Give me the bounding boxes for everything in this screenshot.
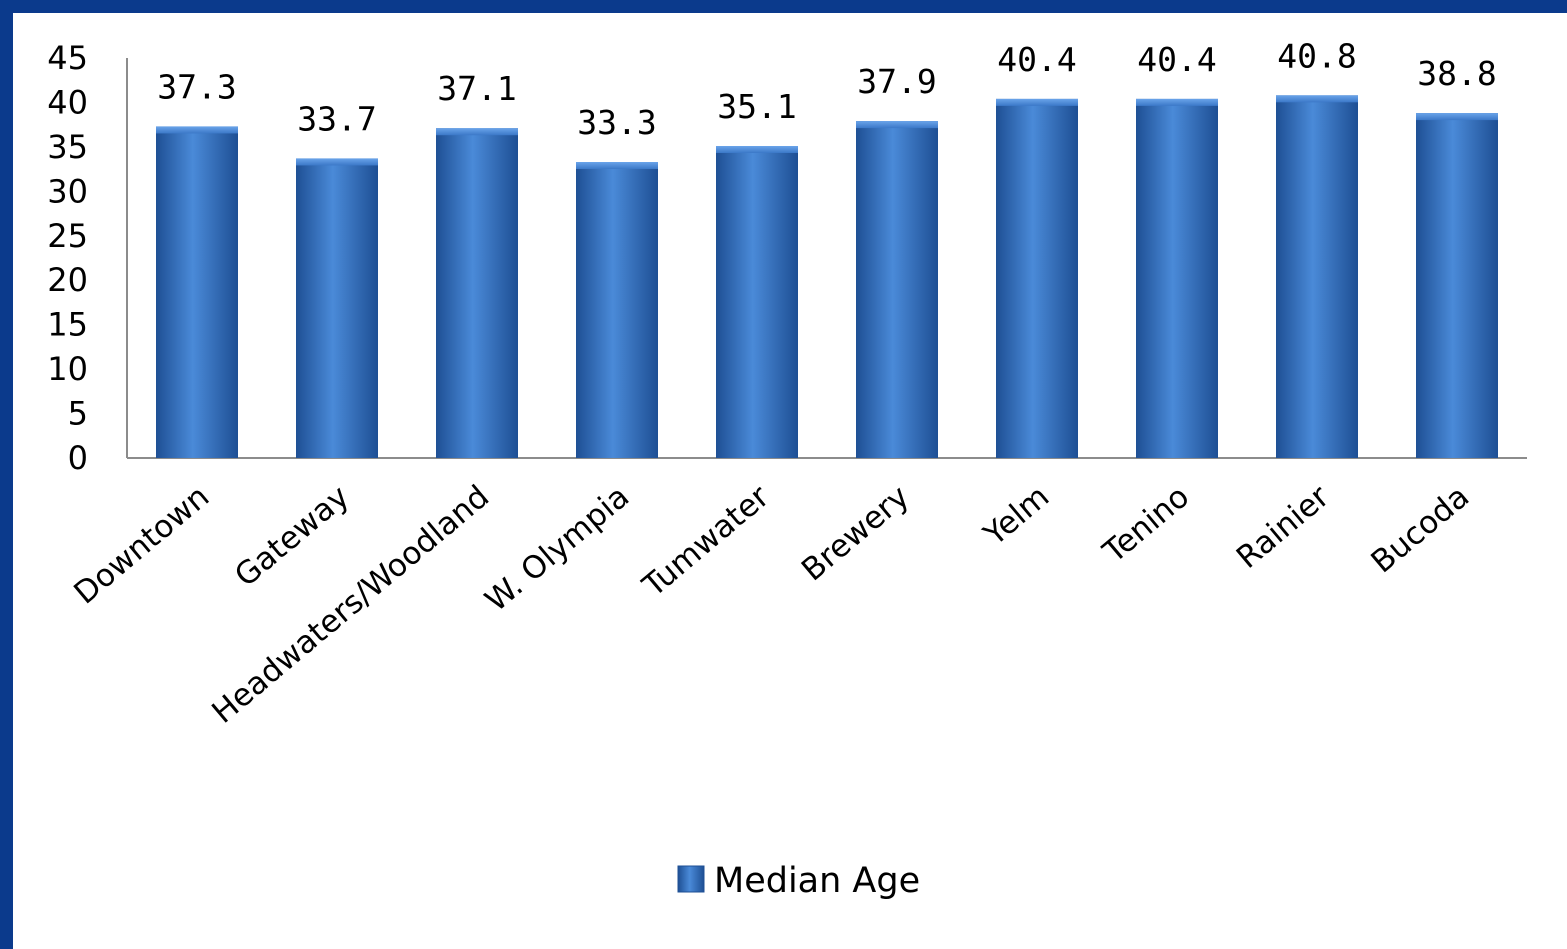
data-label: 33.7 — [297, 99, 376, 138]
data-label: 37.3 — [157, 67, 236, 106]
y-tick-label: 35 — [47, 128, 88, 166]
category-label: Headwaters/Woodland — [205, 479, 496, 731]
bar-cap — [1416, 113, 1498, 121]
bar — [1416, 113, 1498, 458]
data-labels: 37.3 33.7 37.1 33.3 35.1 37.9 40.4 40.4 40.8 38.8 — [157, 36, 1496, 142]
bar — [1136, 98, 1218, 458]
bar-cap — [296, 158, 378, 166]
y-tick-label: 40 — [47, 83, 88, 121]
bar — [436, 128, 518, 458]
data-label: 40.4 — [997, 40, 1076, 79]
y-tick-label: 0 — [68, 439, 88, 477]
bar-body — [1276, 95, 1358, 458]
bar-cap — [1136, 98, 1218, 106]
y-tick-label: 45 — [47, 39, 88, 77]
category-label: W. Olympia — [478, 479, 636, 619]
bar-body — [296, 158, 378, 458]
bar — [1276, 95, 1358, 458]
bar-body — [856, 121, 938, 458]
data-label: 35.1 — [717, 87, 796, 126]
data-label: 38.8 — [1417, 54, 1496, 93]
y-tick-label: 30 — [47, 172, 88, 210]
legend: Median Age — [677, 861, 920, 901]
bar — [716, 146, 798, 458]
y-tick-label: 5 — [68, 395, 88, 433]
category-label: Yelm — [977, 479, 1057, 554]
bar-body — [1136, 98, 1218, 458]
bar-cap — [856, 121, 938, 129]
bar-cap — [436, 128, 518, 136]
category-label: Tenino — [1096, 479, 1196, 571]
bar — [996, 98, 1078, 458]
bar-cap — [576, 162, 658, 169]
bar — [856, 121, 938, 458]
data-label: 40.4 — [1137, 40, 1216, 79]
bar-cap — [716, 146, 798, 153]
category-label: Tumwater — [635, 478, 776, 604]
data-label: 40.8 — [1277, 36, 1356, 75]
category-label: Rainier — [1230, 478, 1336, 576]
bar-body — [1416, 113, 1498, 458]
bar-body — [436, 128, 518, 458]
data-label: 37.1 — [437, 69, 516, 108]
bar-body — [576, 162, 658, 458]
bar-cap — [996, 98, 1078, 106]
bars — [156, 95, 1498, 458]
category-label: Gateway — [228, 479, 356, 595]
category-label: Brewery — [795, 479, 916, 589]
legend-swatch — [677, 865, 705, 893]
y-tick-label: 15 — [47, 306, 88, 344]
bar — [156, 126, 238, 458]
category-label: Bucoda — [1364, 479, 1476, 581]
y-tick-label: 20 — [47, 261, 88, 299]
y-tick-label: 25 — [47, 217, 88, 255]
bar — [576, 162, 658, 458]
bar-body — [716, 146, 798, 458]
bar-cap — [1276, 95, 1358, 103]
data-label: 33.3 — [577, 103, 656, 142]
category-label: Downtown — [67, 479, 216, 612]
bar-cap — [156, 126, 238, 134]
bar — [296, 158, 378, 458]
legend-label: Median Age — [714, 861, 920, 901]
data-label: 37.9 — [857, 62, 936, 101]
bar-body — [156, 126, 238, 458]
y-tick-label: 10 — [47, 350, 88, 388]
bar-body — [996, 98, 1078, 458]
y-axis-ticks: 0 5 10 15 20 25 30 35 40 45 — [47, 39, 88, 477]
